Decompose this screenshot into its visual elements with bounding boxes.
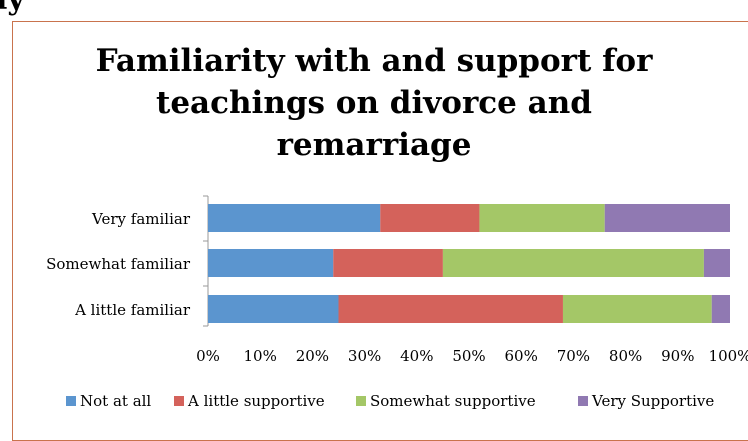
x-tick-label: 20% xyxy=(296,347,329,365)
x-tick-label: 30% xyxy=(348,347,381,365)
legend-swatch xyxy=(174,396,184,406)
bar-segment-1-1 xyxy=(208,204,381,232)
y-tick-label: A little familiar xyxy=(74,301,191,319)
x-tick-label: 10% xyxy=(244,347,277,365)
legend-item: Not at all xyxy=(66,392,151,410)
legend-label: Somewhat supportive xyxy=(370,392,536,410)
legend-item: Somewhat supportive xyxy=(356,392,536,410)
chart-title-line-2: teachings on divorce and xyxy=(156,85,592,121)
bar-segment-2-3 xyxy=(338,295,563,323)
bar-segment-3-3 xyxy=(562,295,712,323)
legend-item: Very Supportive xyxy=(578,392,714,410)
x-tick-label: 0% xyxy=(196,347,220,365)
y-tick-label: Very familiar xyxy=(91,210,191,228)
legend-swatch xyxy=(356,396,366,406)
x-tick-label: 40% xyxy=(400,347,433,365)
bar-segment-4-2 xyxy=(703,249,730,277)
bar-segment-3-2 xyxy=(442,249,704,277)
x-tick-label: 60% xyxy=(505,347,538,365)
bar-segment-1-3 xyxy=(208,295,339,323)
legend-item: A little supportive xyxy=(174,392,325,410)
x-tick-label: 70% xyxy=(557,347,590,365)
bar-segment-4-3 xyxy=(711,295,730,323)
stacked-bar-chart: Very familiar Somewhat familiar A little f… xyxy=(46,195,748,365)
chart-title-line-1: Familiarity with and support for xyxy=(95,43,653,79)
legend-label: A little supportive xyxy=(188,392,325,410)
legend-swatch xyxy=(578,396,588,406)
x-tick-label: 100% xyxy=(709,347,748,365)
legend-label: Not at all xyxy=(80,392,152,410)
bar-segment-1-2 xyxy=(208,249,334,277)
x-tick-label: 80% xyxy=(609,347,642,365)
bar-segment-3-1 xyxy=(479,204,605,232)
legend-label: Very Supportive xyxy=(592,392,715,410)
chart-title-line-3: remarriage xyxy=(276,127,472,163)
chart-title: Familiarity with and support for teachin… xyxy=(0,40,748,166)
x-tick-label: 50% xyxy=(452,347,485,365)
bar-segment-2-2 xyxy=(333,249,443,277)
x-tick-label: 90% xyxy=(661,347,694,365)
page-heading-fragment: ly xyxy=(0,0,25,17)
bar-segment-2-1 xyxy=(380,204,480,232)
legend-swatch xyxy=(66,396,76,406)
y-tick-label: Somewhat familiar xyxy=(46,255,191,273)
chart-legend: Not at all A little supportive Somewhat su… xyxy=(0,392,748,416)
bar-segment-4-1 xyxy=(604,204,730,232)
